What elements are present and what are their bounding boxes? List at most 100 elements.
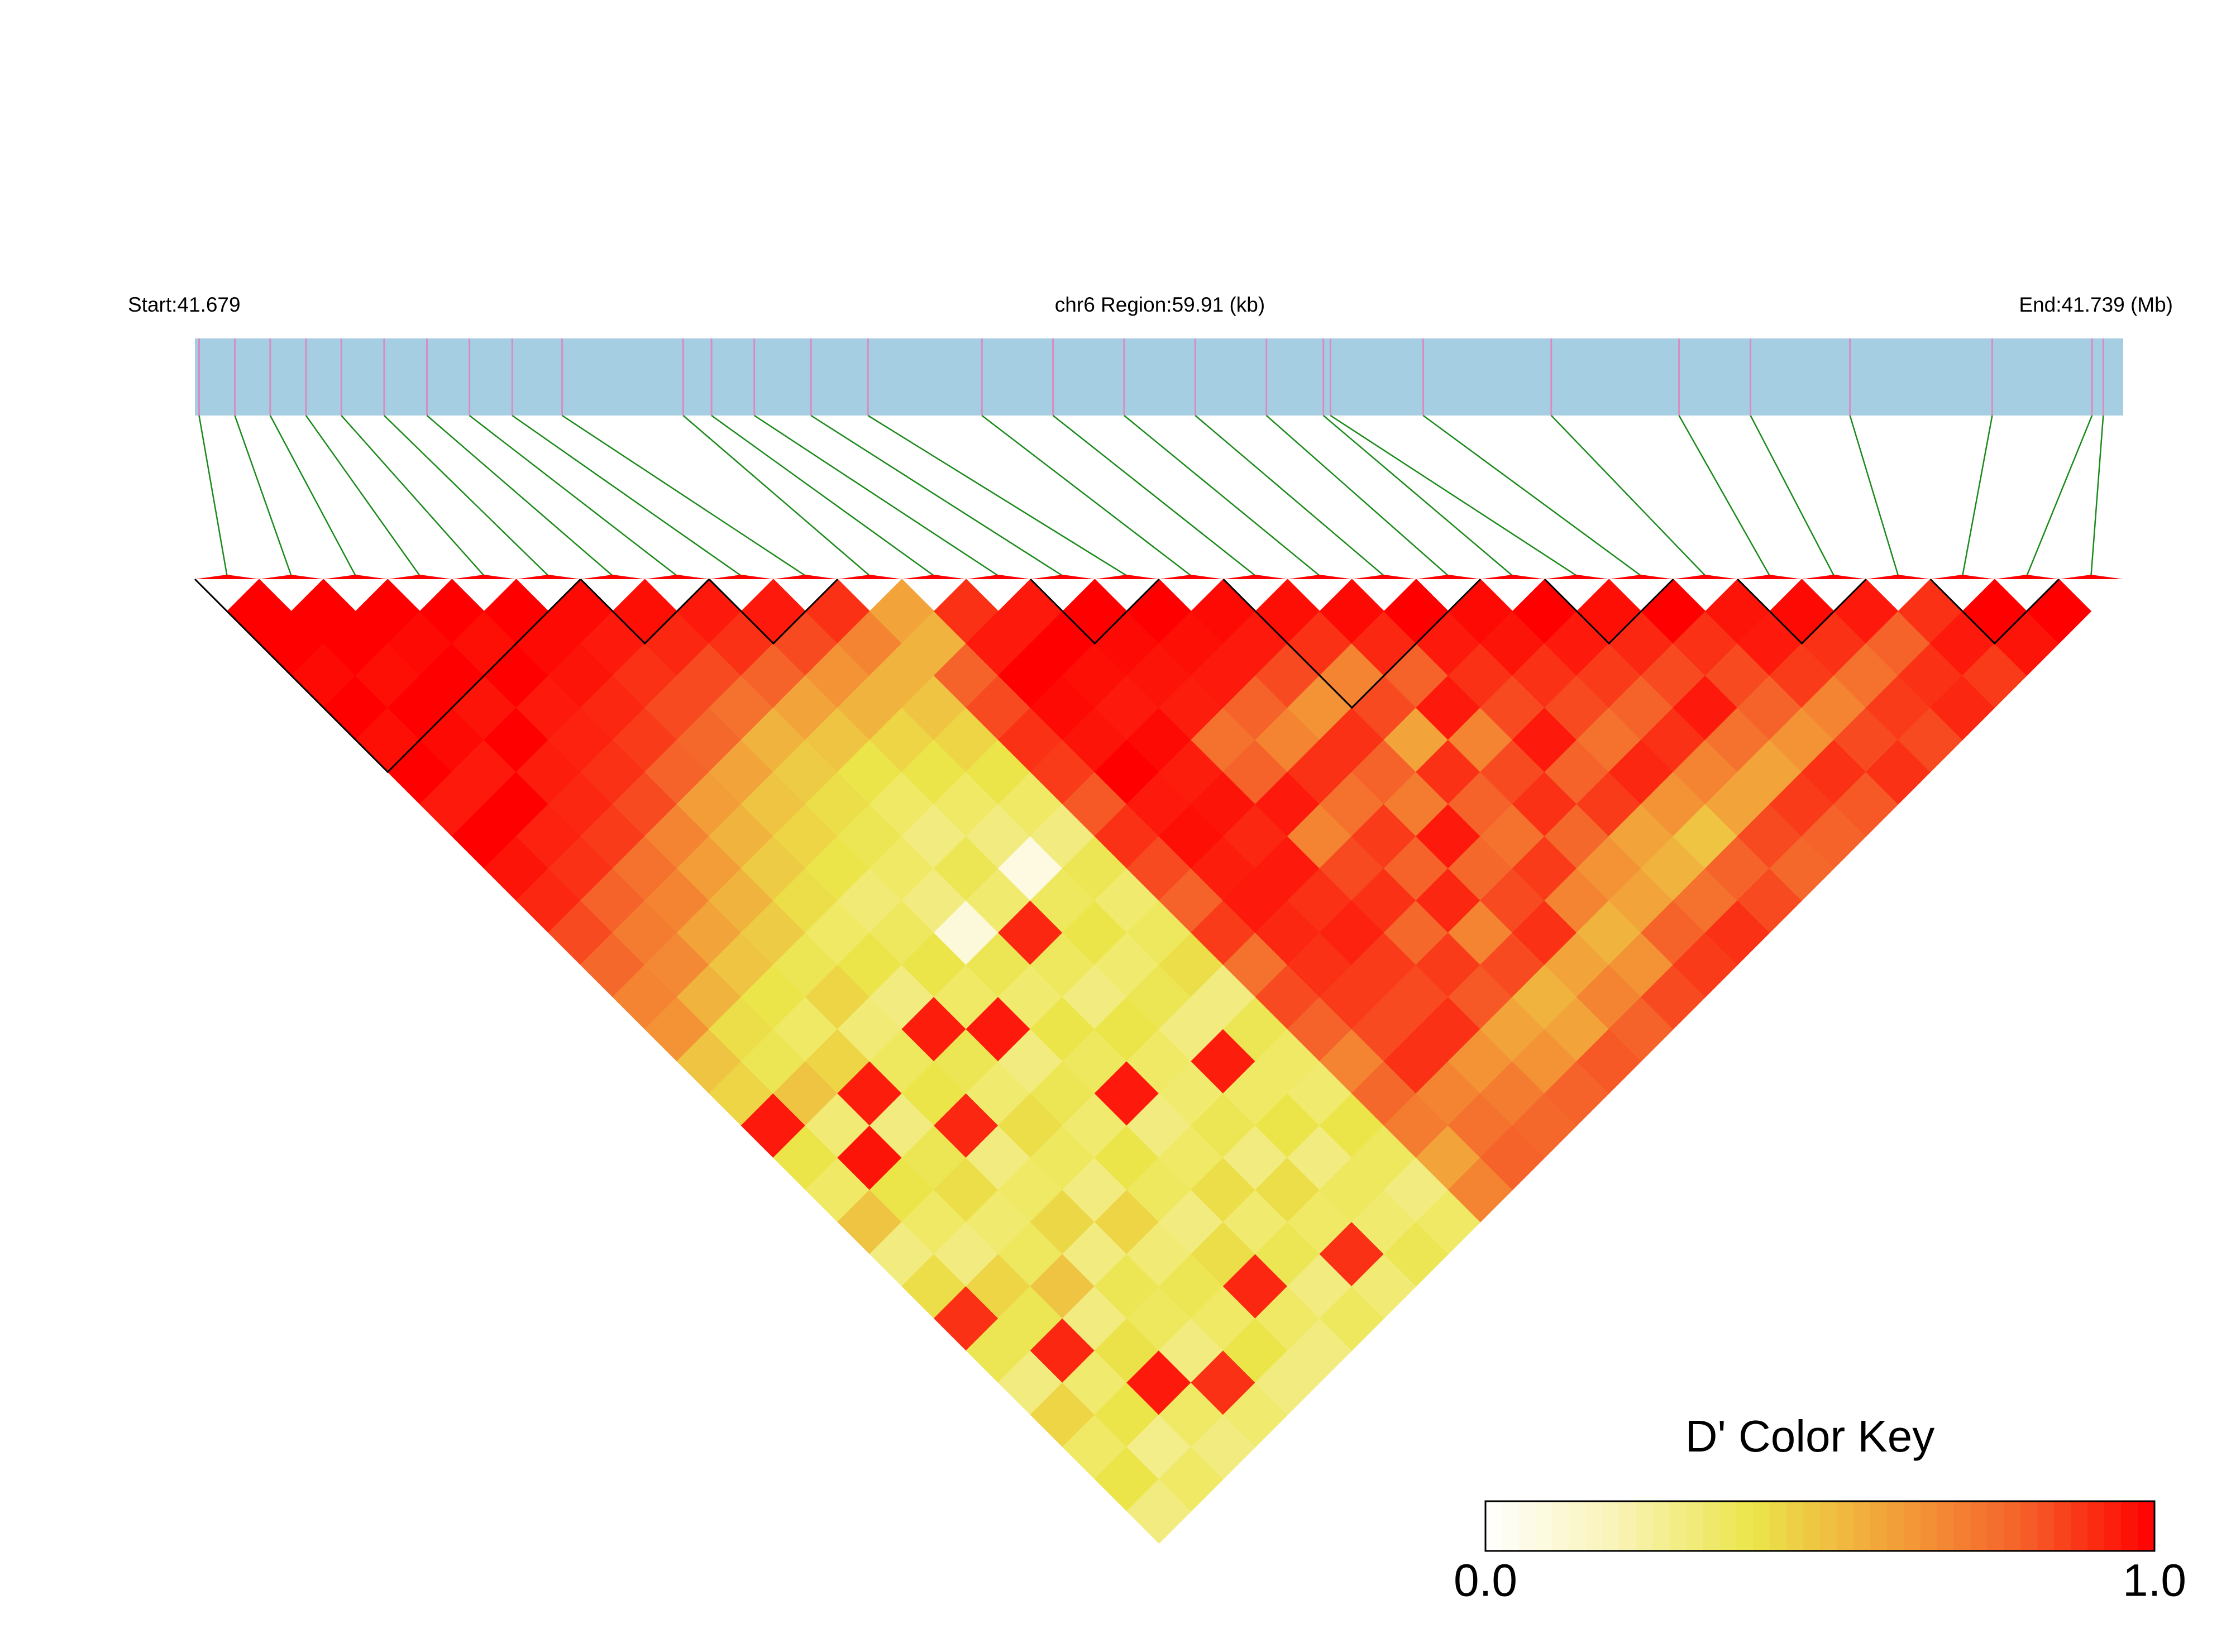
color-key-step bbox=[1686, 1501, 1703, 1551]
snp-connector bbox=[1265, 415, 1449, 576]
start-label: Start:41.679 bbox=[128, 293, 241, 316]
snp-connector bbox=[269, 415, 356, 576]
snp-connector bbox=[341, 415, 485, 576]
color-key-step bbox=[1736, 1501, 1754, 1551]
snp-connector bbox=[1124, 415, 1321, 576]
color-key-step bbox=[1886, 1501, 1904, 1551]
diagonal-tip bbox=[902, 575, 967, 579]
snp-connector bbox=[1422, 414, 1642, 577]
color-key-step bbox=[1518, 1501, 1536, 1551]
diagonal-tip bbox=[516, 575, 581, 579]
color-key-step bbox=[1870, 1501, 1888, 1551]
snp-connector bbox=[1322, 415, 1513, 576]
color-key-step bbox=[1803, 1501, 1821, 1551]
color-key-step bbox=[1636, 1501, 1653, 1551]
diagonal-tip bbox=[195, 575, 260, 579]
diagonal-tip bbox=[323, 575, 388, 579]
color-key-tick-label: 1.0 bbox=[2123, 1555, 2186, 1606]
diagonal-tip bbox=[773, 575, 838, 579]
region-bar bbox=[195, 338, 2123, 416]
color-key-step bbox=[2087, 1501, 2105, 1551]
color-key-step bbox=[1552, 1501, 1570, 1551]
diagonal-tip bbox=[1351, 575, 1416, 579]
snp-connector bbox=[1678, 415, 1771, 576]
color-key-step bbox=[1770, 1501, 1787, 1551]
region-label: chr6 Region:59.91 (kb) bbox=[1055, 293, 1265, 316]
snp-connector bbox=[1195, 415, 1385, 576]
color-key-step bbox=[1703, 1501, 1720, 1551]
color-key-tick-label: 0.0 bbox=[1454, 1555, 1517, 1606]
snp-connector bbox=[234, 415, 292, 576]
diagonal-tip bbox=[452, 575, 517, 579]
color-key-step bbox=[1920, 1501, 1938, 1551]
color-key-step bbox=[1753, 1501, 1770, 1551]
color-key-step bbox=[1953, 1501, 1971, 1551]
diagonal-tip bbox=[1994, 575, 2059, 579]
color-key-frame bbox=[1484, 1500, 2156, 1552]
ld-block bbox=[1737, 578, 1867, 645]
color-key-step bbox=[1786, 1501, 1804, 1551]
snp-connector bbox=[682, 415, 871, 576]
color-key-step bbox=[1502, 1501, 1520, 1551]
diagonal-tip bbox=[580, 575, 645, 579]
snp-connector bbox=[711, 414, 935, 577]
color-key-title: D' Color Key bbox=[1685, 1411, 1935, 1461]
snp-connector bbox=[867, 414, 1128, 577]
snp-connector bbox=[1849, 415, 1899, 576]
color-key-step bbox=[2121, 1501, 2138, 1551]
color-key-step bbox=[1987, 1501, 2004, 1551]
diagonal-tip bbox=[1545, 575, 1609, 579]
end-label: End:41.739 (Mb) bbox=[2019, 293, 2173, 316]
ld-block bbox=[1544, 578, 1674, 645]
color-key-step bbox=[1652, 1501, 1670, 1551]
diagonal-tip bbox=[1416, 575, 1480, 579]
snp-connector bbox=[469, 415, 678, 576]
diagonal-tip bbox=[1866, 575, 1931, 579]
diagonal-tip bbox=[966, 575, 1031, 579]
color-key-step bbox=[1937, 1501, 1955, 1551]
snp-connector bbox=[384, 415, 549, 576]
diagonal-tip bbox=[1737, 575, 1802, 579]
color-key-step bbox=[2004, 1501, 2021, 1551]
snp-connector bbox=[1330, 414, 1578, 577]
ld-block bbox=[194, 578, 581, 774]
snp-connector bbox=[198, 415, 228, 576]
color-key-step bbox=[1669, 1501, 1687, 1551]
diagonal-tip bbox=[1930, 575, 1995, 579]
color-key-step bbox=[1602, 1501, 1620, 1551]
color-key-step bbox=[2037, 1501, 2055, 1551]
color-key-step bbox=[1853, 1501, 1871, 1551]
color-key-step bbox=[1903, 1501, 1921, 1551]
snp-connector bbox=[981, 415, 1192, 576]
color-key-step bbox=[1585, 1501, 1603, 1551]
snp-connector bbox=[810, 414, 1063, 577]
color-key-step bbox=[1836, 1501, 1854, 1551]
color-key-step bbox=[2054, 1501, 2071, 1551]
color-key-step bbox=[2104, 1501, 2122, 1551]
color-key-step bbox=[1719, 1501, 1737, 1551]
diagonal-tip bbox=[1095, 575, 1159, 579]
snp-connector bbox=[1750, 415, 1835, 576]
snp-connector bbox=[305, 415, 421, 576]
color-key-step bbox=[2020, 1501, 2038, 1551]
diagonal-tip bbox=[838, 575, 902, 579]
diagonal-tip bbox=[388, 575, 452, 579]
diagonal-tip bbox=[1480, 575, 1545, 579]
color-key-step bbox=[1485, 1501, 1503, 1551]
diagonal-tip bbox=[1223, 575, 1288, 579]
diagonal-tip bbox=[1030, 575, 1095, 579]
snp-connector bbox=[754, 414, 999, 577]
diagonal-tip bbox=[1673, 575, 1738, 579]
snp-connector bbox=[2026, 415, 2093, 576]
snp-connector bbox=[1550, 415, 1706, 576]
diagonal-tip bbox=[1159, 575, 1224, 579]
color-key-step bbox=[1820, 1501, 1837, 1551]
snp-connector bbox=[561, 414, 806, 577]
snp-connector bbox=[1052, 415, 1256, 576]
diagonal-tip bbox=[259, 575, 324, 579]
diagonal-tip bbox=[709, 575, 773, 579]
diagonal-tip bbox=[2058, 575, 2123, 579]
ld-block bbox=[1030, 578, 1160, 645]
